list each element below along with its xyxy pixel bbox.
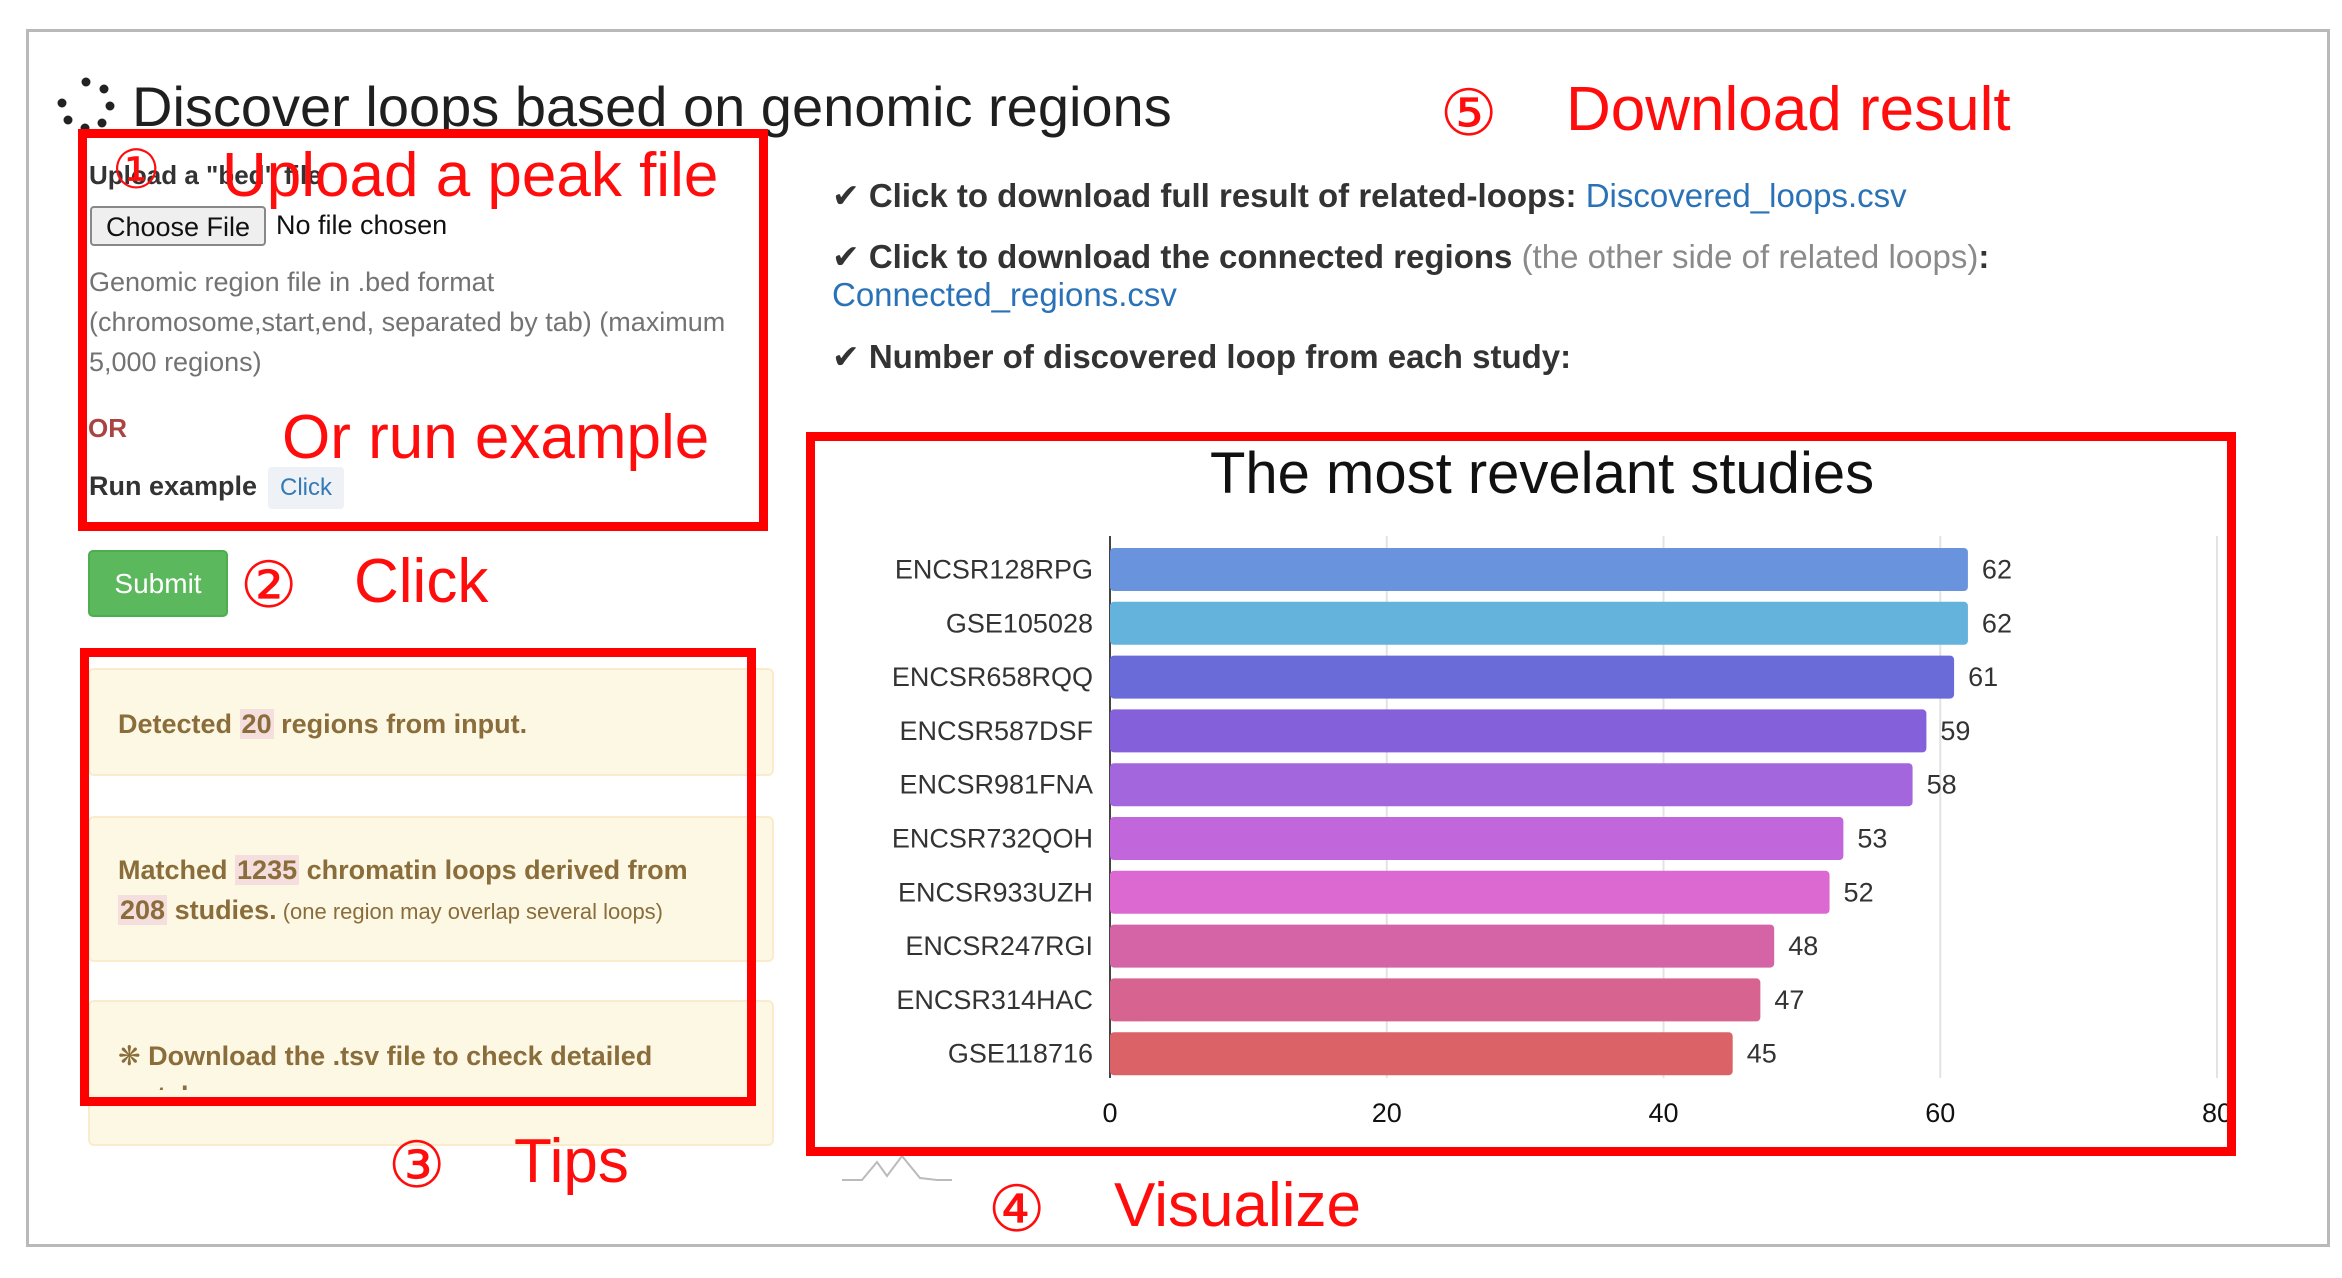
value-label: 53 <box>1857 824 1887 854</box>
bar-ENCSR314HAC <box>1110 978 1761 1022</box>
category-label: ENCSR658RQQ <box>892 662 1093 692</box>
submit-button[interactable]: Submit <box>88 550 228 617</box>
category-label: ENCSR247RGI <box>905 931 1093 961</box>
check-icon: ✔ <box>832 238 860 275</box>
annotation-step5-number: ⑤ <box>1440 77 1498 149</box>
page-frame <box>26 29 2330 1247</box>
bar-GSE105028 <box>1110 601 1968 645</box>
annotation-step4-text: Visualize <box>1114 1171 1362 1240</box>
file-status: No file chosen <box>276 210 448 240</box>
x-tick-label: 40 <box>1648 1098 1678 1128</box>
category-label: ENCSR981FNA <box>899 770 1093 800</box>
bar-ENCSR587DSF <box>1110 709 1927 753</box>
upload-label: Upload a "bed" file <box>89 160 322 190</box>
detected-count: 20 <box>239 709 274 739</box>
alert-detected: Detected 20 regions from input. <box>88 668 774 776</box>
mini-chart-icon <box>842 1154 952 1181</box>
bar-ENCSR658RQQ <box>1110 655 1955 699</box>
x-tick-label: 20 <box>1372 1098 1402 1128</box>
annotation-step5-text: Download result <box>1566 75 2011 144</box>
or-label: OR <box>88 413 127 443</box>
annotation-box-upload <box>78 129 768 531</box>
studies-count: 208 <box>118 895 168 925</box>
value-label: 61 <box>1968 662 1998 692</box>
run-example-button[interactable]: Click <box>268 467 344 509</box>
value-label: 47 <box>1774 985 1804 1015</box>
bar-ENCSR933UZH <box>1110 870 1830 914</box>
loading-spinner-icon <box>57 77 115 132</box>
annotation-step3-text: Tips <box>514 1127 629 1196</box>
annotation-box-visualize <box>806 432 2236 1156</box>
download-full-line: ✔ Click to download full result of relat… <box>832 177 1907 214</box>
alert-download-tip: ❋ Download the .tsv file to check detail… <box>88 1000 774 1146</box>
connected-regions-link[interactable]: Connected_regions.csv <box>832 276 1177 313</box>
page-title: Discover loops based on genomic regions <box>132 75 1172 138</box>
annotation-step2-text: Click <box>354 547 489 616</box>
study-count-line: ✔ Number of discovered loop from each st… <box>832 338 1572 375</box>
value-label: 48 <box>1788 931 1818 961</box>
choose-file-button[interactable]: Choose File <box>90 206 266 246</box>
annotation-or-run: Or run example <box>282 403 710 472</box>
annotation-step2-number: ② <box>240 549 298 621</box>
category-label: ENCSR933UZH <box>898 877 1093 907</box>
chart-title: The most revelant studies <box>1210 441 1875 506</box>
category-label: GSE105028 <box>946 608 1093 638</box>
category-label: ENCSR128RPG <box>895 555 1093 585</box>
annotation-step1-number: ① <box>112 140 161 200</box>
category-label: ENCSR732QOH <box>892 824 1093 854</box>
value-label: 58 <box>1927 770 1957 800</box>
bar-ENCSR732QOH <box>1110 817 1844 860</box>
annotation-step1-text: Upload a peak file <box>222 141 719 210</box>
value-label: 45 <box>1747 1039 1777 1069</box>
category-label: ENCSR587DSF <box>899 716 1093 746</box>
annotation-box-tips <box>80 648 756 1106</box>
run-example-label: Run example <box>89 471 258 501</box>
annotation-step4-number: ④ <box>988 1173 1046 1245</box>
bar-ENCSR128RPG <box>1110 548 1968 591</box>
x-tick-label: 60 <box>1925 1098 1955 1128</box>
download-connected-line: ✔ Click to download the connected region… <box>832 238 1990 275</box>
bar-ENCSR247RGI <box>1110 924 1775 968</box>
upload-help-text: Genomic region file in .bed format (chro… <box>89 267 726 377</box>
category-label: ENCSR314HAC <box>896 985 1093 1015</box>
value-label: 62 <box>1982 555 2012 585</box>
category-label: GSE118716 <box>948 1039 1093 1069</box>
check-icon: ✔ <box>832 177 860 214</box>
matched-count: 1235 <box>235 855 300 885</box>
alert-matched: Matched 1235 chromatin loops derived fro… <box>88 816 774 962</box>
bar-GSE118716 <box>1110 1032 1733 1076</box>
discovered-loops-link[interactable]: Discovered_loops.csv <box>1585 177 1907 214</box>
value-label: 52 <box>1844 877 1874 907</box>
value-label: 62 <box>1982 608 2012 638</box>
x-tick-label: 0 <box>1102 1098 1117 1128</box>
annotation-step3-number: ③ <box>388 1129 446 1201</box>
value-label: 59 <box>1940 716 1970 746</box>
bar-ENCSR981FNA <box>1110 763 1913 807</box>
check-icon: ✔ <box>832 338 860 375</box>
